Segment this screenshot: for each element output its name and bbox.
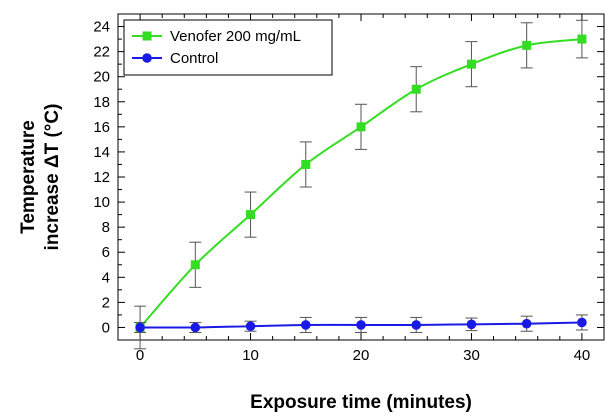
y-tick-label: 16 (93, 119, 110, 136)
data-point (246, 210, 256, 220)
data-point (577, 317, 587, 328)
legend-swatch-marker (142, 31, 152, 41)
y-tick-label: 10 (93, 194, 110, 211)
x-tick-label: 30 (463, 347, 480, 364)
y-tick-label: 20 (93, 69, 110, 86)
x-axis-ticks: 0 10 20 30 40 (136, 14, 590, 364)
legend-label: Control (170, 50, 218, 67)
series-1 (134, 314, 588, 333)
data-point (411, 84, 421, 94)
legend-swatch-marker (142, 53, 152, 63)
data-point (245, 321, 256, 332)
data-point (190, 322, 201, 333)
y-tick-label: 22 (93, 44, 110, 61)
y-tick-label: 0 (102, 319, 110, 336)
data-point (577, 34, 587, 44)
data-point (190, 260, 200, 270)
y-tick-label: 8 (102, 219, 110, 236)
data-point (522, 40, 532, 50)
x-axis-title: Exposure time (minutes) (250, 392, 472, 413)
x-tick-label: 0 (136, 347, 144, 364)
data-point (466, 319, 477, 330)
y-tick-label: 14 (93, 144, 110, 161)
y-tick-label: 18 (93, 94, 110, 111)
y-tick-label: 4 (102, 269, 110, 286)
y-tick-label: 24 (93, 19, 110, 36)
legend-label: Venofer 200 mg/mL (170, 28, 301, 45)
data-point (411, 320, 422, 330)
x-tick-label: 20 (353, 347, 370, 364)
data-point (301, 159, 311, 169)
y-tick-label: 6 (102, 244, 110, 261)
y-axis-title-line-1: Temperature (18, 120, 39, 234)
legend-box (123, 19, 333, 76)
y-axis-title-line-2: increase ΔT (°C) (42, 104, 63, 251)
y-tick-label: 2 (102, 294, 110, 311)
x-tick-label: 10 (242, 347, 259, 364)
data-point (135, 322, 145, 333)
series-layer (134, 19, 588, 350)
data-point (300, 320, 311, 330)
data-point (356, 122, 366, 132)
data-point (521, 318, 532, 329)
y-tick-label: 12 (93, 169, 110, 186)
data-point (466, 59, 476, 69)
series-line (139, 38, 583, 329)
x-tick-label: 40 (574, 347, 591, 364)
data-point (356, 320, 366, 330)
legend: Venofer 200 mg/mL Control (123, 19, 333, 76)
